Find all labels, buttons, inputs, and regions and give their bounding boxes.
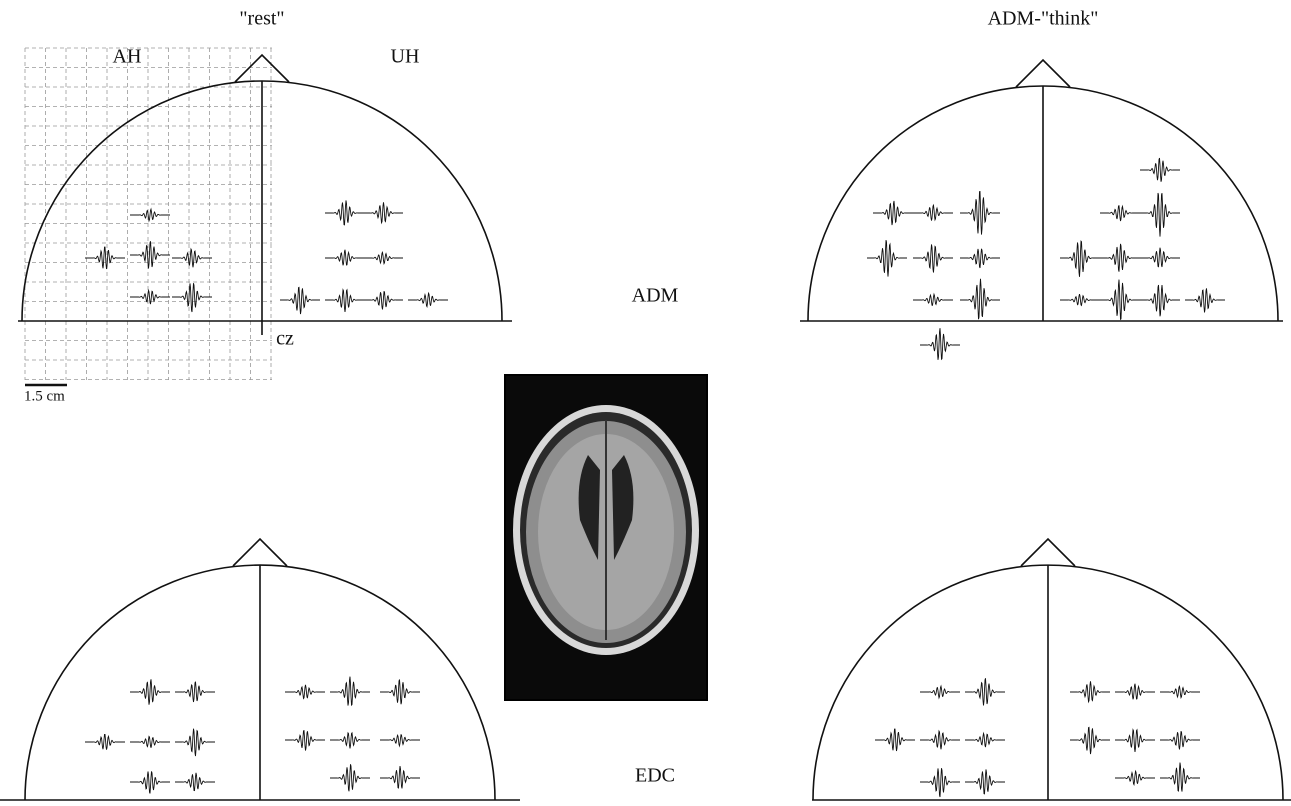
mep-trace (330, 677, 370, 706)
mep-trace (130, 290, 170, 304)
mep-trace (408, 293, 448, 306)
mep-trace (960, 192, 1000, 235)
mep-trace (175, 773, 215, 791)
mep-trace (875, 729, 915, 751)
mep-trace (172, 283, 212, 312)
mep-trace (1115, 730, 1155, 752)
mep-trace (1140, 193, 1180, 237)
mep-trace (867, 240, 907, 277)
mep-trace (920, 768, 960, 797)
mep-trace (965, 678, 1005, 705)
nose (235, 55, 289, 82)
mep-trace (330, 733, 370, 749)
mep-trace (363, 202, 403, 222)
mep-trace (175, 682, 215, 702)
mep-trace (913, 205, 953, 220)
panel-title: ADM-"think" (988, 8, 1099, 30)
mep-trace (873, 201, 913, 225)
mep-trace (330, 764, 370, 791)
mep-trace (363, 252, 403, 263)
mep-trace (913, 294, 953, 305)
head-map (812, 539, 1291, 800)
mep-trace (380, 680, 420, 705)
mep-trace (965, 733, 1005, 747)
head-map (800, 60, 1283, 360)
mep-trace (130, 241, 170, 268)
mep-trace (130, 209, 170, 221)
mep-trace (920, 686, 960, 698)
mep-trace (285, 685, 325, 699)
mep-trace (960, 249, 1000, 268)
mep-trace (1060, 294, 1100, 305)
mep-trace (1160, 763, 1200, 792)
mep-trace (1140, 248, 1180, 267)
ct-scan (505, 375, 707, 700)
mep-trace (920, 328, 960, 360)
mep-trace (1140, 285, 1180, 316)
figure: "rest" ADM-"think" AH UH cz 1.5 cm ADM E… (0, 0, 1291, 806)
electrode-grid (25, 48, 272, 380)
mep-trace (1070, 727, 1110, 754)
mep-trace (325, 250, 365, 266)
nose (1016, 60, 1070, 87)
panel-title: "rest" (239, 8, 284, 30)
mep-trace (175, 729, 215, 756)
mep-trace (285, 731, 325, 751)
mep-trace (1060, 241, 1100, 277)
mep-trace (1115, 771, 1155, 784)
mep-trace (280, 287, 320, 314)
mep-trace (1185, 288, 1225, 312)
mep-trace (363, 292, 403, 310)
mep-trace (380, 735, 420, 746)
mep-trace (1100, 206, 1140, 221)
mep-trace (960, 279, 1000, 319)
nose (233, 539, 287, 566)
mep-trace (1140, 158, 1180, 182)
mep-trace (325, 290, 365, 312)
mep-trace (130, 736, 170, 747)
mep-trace (913, 244, 953, 272)
mep-trace (85, 247, 125, 269)
head-map (18, 55, 512, 335)
hemisphere-label: AH (113, 46, 142, 68)
mep-trace (1070, 681, 1110, 701)
mep-trace (172, 249, 212, 267)
mep-trace (1115, 684, 1155, 700)
nose (1021, 539, 1075, 566)
mep-trace (1160, 732, 1200, 750)
mep-trace (920, 731, 960, 749)
vertex-label: cz (276, 328, 294, 350)
muscle-label: ADM (632, 285, 679, 307)
mep-trace (380, 766, 420, 788)
hemisphere-label: UH (391, 46, 420, 68)
mep-trace (965, 769, 1005, 794)
mep-trace (325, 200, 365, 225)
mep-trace (1100, 280, 1140, 320)
mep-trace (1100, 244, 1140, 272)
head-map (0, 539, 520, 800)
scale-label: 1.5 cm (24, 388, 65, 404)
mep-trace (130, 771, 170, 793)
mep-trace (130, 679, 170, 704)
mep-trace (85, 734, 125, 749)
mep-trace (1160, 686, 1200, 697)
muscle-label: EDC (635, 765, 675, 787)
